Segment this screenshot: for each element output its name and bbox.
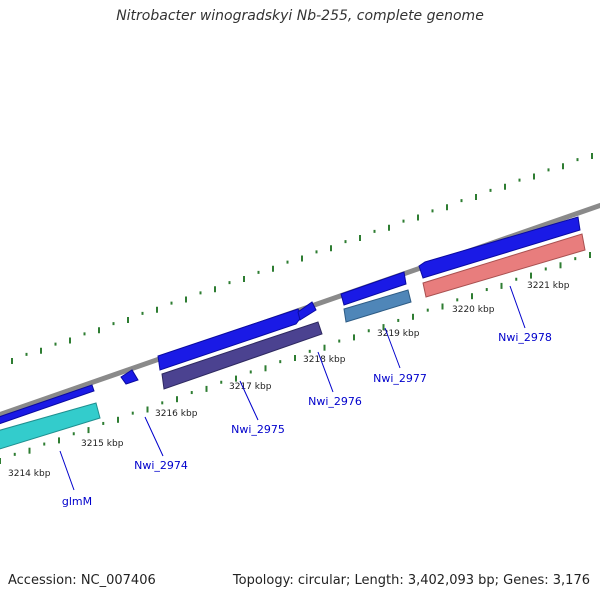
gene-arrow-nwi-2975[interactable] bbox=[157, 308, 303, 371]
kbp-label-3220: 3220 kbp bbox=[452, 305, 495, 315]
gene-arrow-nwi-2978[interactable] bbox=[418, 216, 581, 279]
tick-marks bbox=[0, 153, 593, 464]
leader-line-nwi-2976 bbox=[317, 351, 334, 393]
gene-label-nwi-2974[interactable]: Nwi_2974 bbox=[134, 459, 188, 472]
leader-line-nwi-2974 bbox=[144, 416, 164, 457]
feature-bar-glmM[interactable] bbox=[0, 402, 101, 452]
feature-bar-nwi-2977[interactable] bbox=[343, 289, 412, 323]
summary-label: Topology: circular; Length: 3,402,093 bp… bbox=[232, 573, 590, 588]
kbp-label-3214: 3214 kbp bbox=[8, 469, 51, 479]
gene-arrow-nwi-2976[interactable] bbox=[297, 301, 317, 321]
kbp-label-3216: 3216 kbp bbox=[155, 409, 198, 419]
kbp-label-3215: 3215 kbp bbox=[81, 439, 124, 449]
gene-label-nwi-2976[interactable]: Nwi_2976 bbox=[308, 395, 362, 408]
feature-bar-nwi-2975[interactable] bbox=[161, 321, 323, 390]
leader-line-nwi-2975 bbox=[239, 380, 259, 421]
gene-label-nwi-2978[interactable]: Nwi_2978 bbox=[498, 331, 552, 344]
leader-line-nwi-2978 bbox=[509, 285, 526, 329]
gene-arrow-glmM[interactable] bbox=[0, 384, 95, 427]
kbp-label-3221: 3221 kbp bbox=[527, 281, 570, 291]
gene-label-nwi-2977[interactable]: Nwi_2977 bbox=[373, 372, 427, 385]
feature-bar-nwi-2978[interactable] bbox=[422, 233, 586, 298]
kbp-label-3217: 3217 kbp bbox=[229, 382, 272, 392]
kbp-label-3218: 3218 kbp bbox=[303, 355, 346, 365]
gene-label-glmM[interactable]: glmM bbox=[62, 495, 92, 508]
gene-label-nwi-2975[interactable]: Nwi_2975 bbox=[231, 423, 285, 436]
kbp-label-3219: 3219 kbp bbox=[377, 329, 420, 339]
gene-arrow-nwi-2977[interactable] bbox=[340, 271, 407, 306]
leader-line-nwi-2977 bbox=[384, 327, 401, 369]
leader-line-glmM bbox=[59, 450, 75, 491]
accession-label: Accession: NC_007406 bbox=[8, 573, 156, 588]
map-title: Nitrobacter winogradskyi Nb-255, complet… bbox=[116, 8, 484, 24]
gene-arrow-nwi-2974[interactable] bbox=[120, 369, 139, 385]
